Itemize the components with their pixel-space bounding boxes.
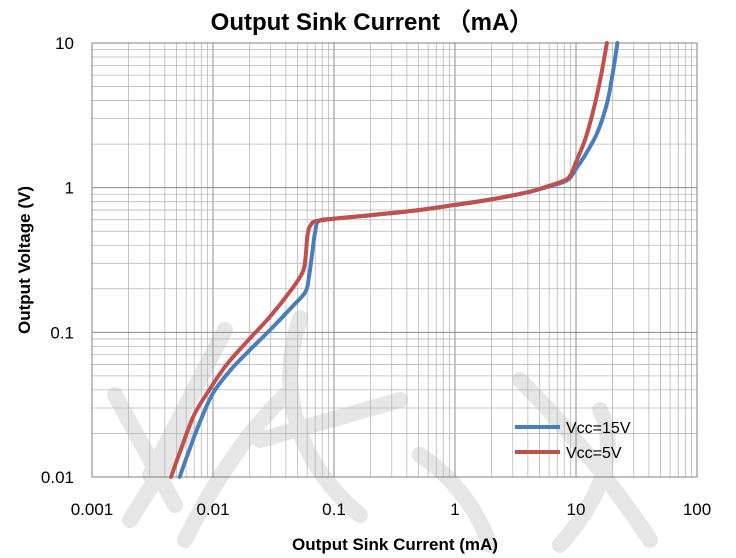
x-tick-label: 1	[450, 500, 459, 519]
x-tick-label: 0.001	[71, 500, 114, 519]
y-tick-label: 1	[65, 179, 74, 198]
plot-area-border	[91, 42, 698, 478]
chart-title: Output Sink Current （mA）	[211, 9, 534, 36]
y-tick-label: 10	[55, 34, 74, 53]
y-axis-title: Output Voltage (V)	[15, 186, 34, 334]
legend-label-vcc5: Vcc=5V	[566, 445, 622, 462]
x-tick-label: 10	[567, 500, 586, 519]
legend-label-vcc15: Vcc=15V	[566, 420, 631, 437]
y-tick-label: 0.1	[50, 323, 74, 342]
x-tick-label: 100	[683, 500, 711, 519]
tick-labels: 0.001 0.01 0.1 1 10 100 0.01 0.1 1 10	[41, 34, 711, 519]
x-axis-title: Output Sink Current (mA)	[292, 535, 498, 554]
y-tick-label: 0.01	[41, 468, 74, 487]
x-tick-label: 0.1	[322, 500, 346, 519]
watermark	[107, 310, 658, 553]
series-line-vcc5v	[169, 41, 609, 479]
x-tick-label: 0.01	[196, 500, 229, 519]
legend: Vcc=15V Vcc=5V	[515, 420, 631, 462]
series-layer	[169, 41, 620, 479]
